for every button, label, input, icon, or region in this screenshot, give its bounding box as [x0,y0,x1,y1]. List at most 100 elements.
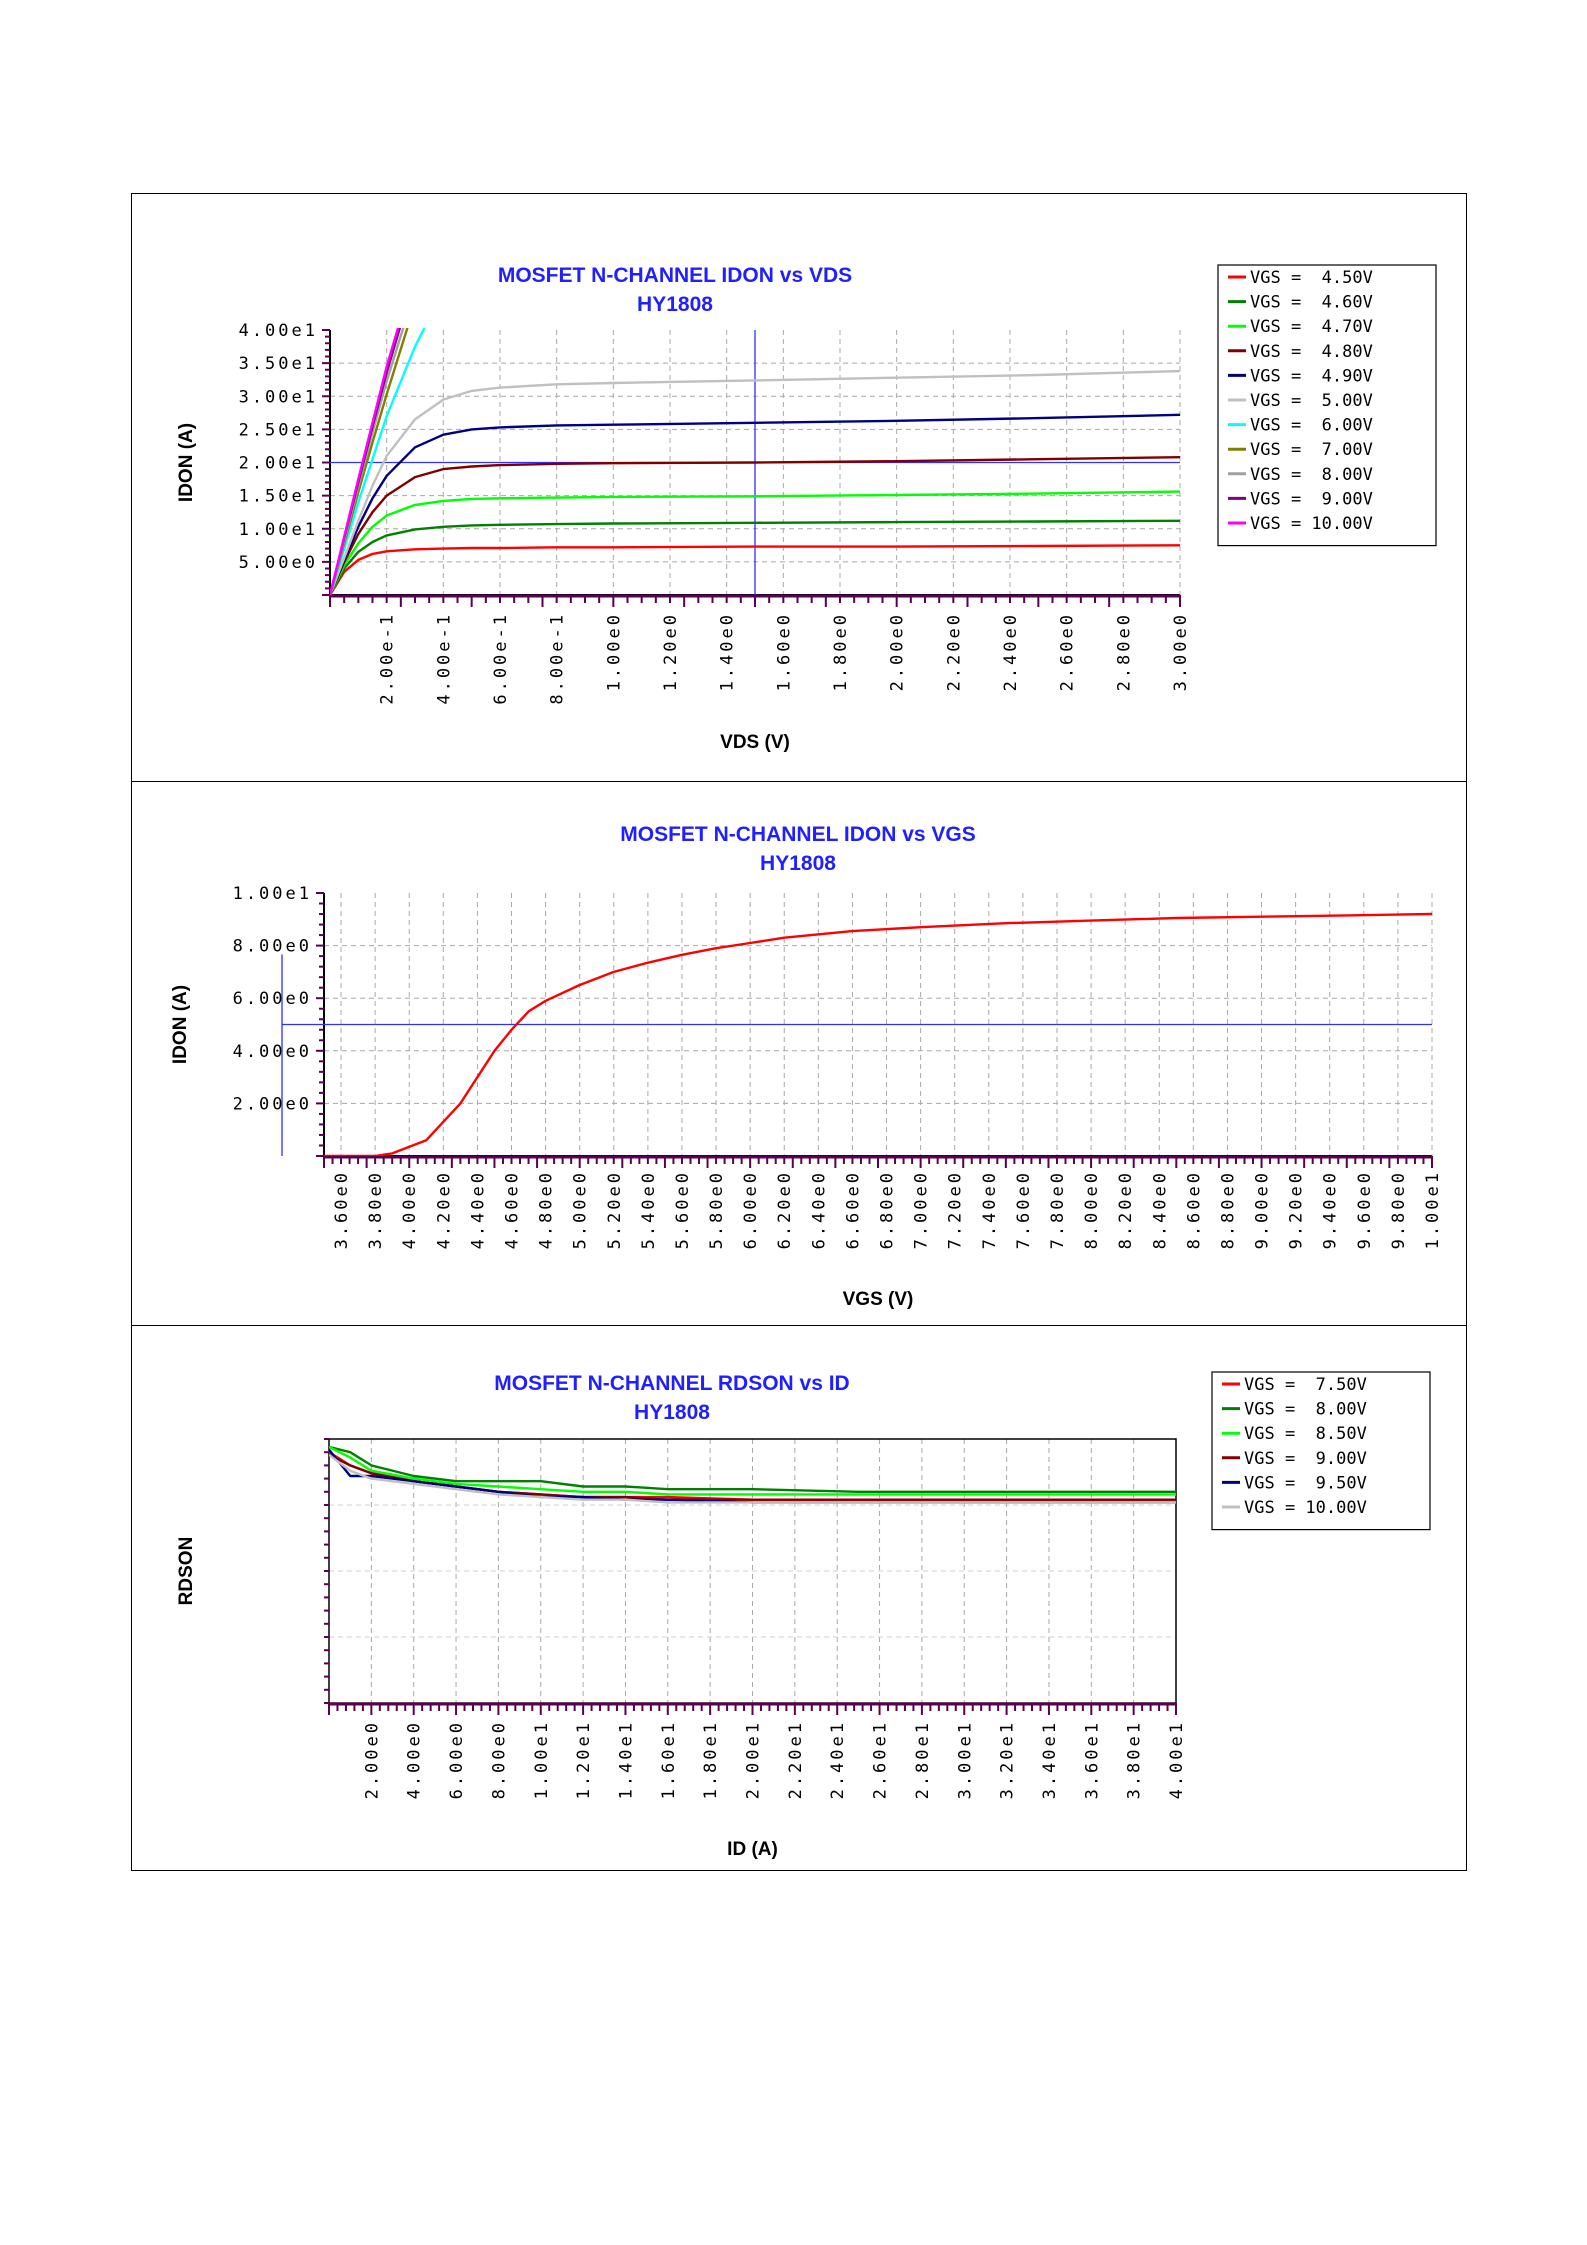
y-tick-label: 4.00e1 [239,321,318,341]
x-tick-label: 2.00e0 [888,612,908,691]
series-group [329,1445,1176,1504]
series-line-0 [330,544,1180,595]
x-tick-label: 1.00e1 [532,1720,552,1799]
x-tick-label: 2.80e0 [1114,612,1134,691]
x-tick-label: 3.60e0 [332,1170,352,1249]
y-axis-label: IDON (A) [176,423,197,502]
x-tick-label: 3.00e1 [955,1720,975,1799]
divider-1 [132,781,1466,782]
x-tick-label: 5.20e0 [605,1170,625,1249]
legend-label: VGS = 9.50V [1244,1473,1367,1493]
x-tick-label: 2.80e1 [913,1720,933,1799]
x-tick-label: 4.00e0 [400,1170,420,1249]
x-tick-label: 3.00e0 [1171,612,1191,691]
series-line-2 [329,1445,1176,1496]
legend-label: VGS = 4.80V [1250,342,1373,362]
series-line-10 [330,328,400,595]
legend-label: VGS = 5.00V [1250,391,1373,411]
x-tick-label: 1.80e0 [831,612,851,691]
x-tick-label: 4.00e1 [1167,1720,1187,1799]
chart-title: MOSFET N-CHANNEL IDON vs VGS [620,823,975,846]
x-tick-label: 4.00e0 [405,1720,425,1799]
x-tick-label: 6.00e0 [741,1170,761,1249]
x-tick-label: 9.80e0 [1389,1170,1409,1249]
x-tick-label: 3.80e1 [1125,1720,1145,1799]
x-tick-label: 8.00e0 [489,1720,509,1799]
x-tick-label: 6.00e-1 [491,612,511,705]
legend-label: VGS = 8.50V [1244,1424,1367,1444]
x-axis-label: ID (A) [727,1839,778,1860]
y-tick-label: 1.00e1 [239,520,318,540]
series-group [330,328,1180,595]
x-tick-label: 7.00e0 [912,1170,932,1249]
x-tick-label: 5.80e0 [707,1170,727,1249]
legend-label: VGS = 4.60V [1250,293,1373,313]
y-tick-label: 1.50e1 [239,487,318,507]
x-tick-label: 8.20e0 [1116,1170,1136,1249]
legend-label: VGS = 4.90V [1250,366,1373,386]
divider-2 [132,1325,1466,1326]
series-group [324,912,1432,1156]
y-tick-label: 3.00e1 [239,387,318,407]
x-tick-label: 1.00e0 [604,612,624,691]
x-tick-label: 6.40e0 [809,1170,829,1249]
chart-title: MOSFET N-CHANNEL RDSON vs ID [494,1372,849,1395]
x-tick-label: 4.00e-1 [434,612,454,705]
x-tick-label: 2.60e0 [1058,612,1078,691]
x-tick-label: 1.80e1 [701,1720,721,1799]
legend-label: VGS = 9.00V [1250,489,1373,509]
x-tick-label: 2.20e1 [786,1720,806,1799]
legend-label: VGS = 8.00V [1244,1400,1367,1420]
y-axis-label: IDON (A) [170,985,191,1064]
x-tick-label: 4.40e0 [468,1170,488,1249]
x-axis-label: VGS (V) [843,1289,914,1310]
x-tick-label: 1.00e1 [1423,1170,1443,1249]
series-line-6 [330,328,426,595]
legend-label: VGS = 4.70V [1250,317,1373,337]
y-tick-label: 2.00e1 [239,454,318,474]
series-line-3 [330,456,1180,595]
legend-label: VGS = 9.00V [1244,1449,1367,1469]
x-tick-label: 2.00e1 [744,1720,764,1799]
x-tick-label: 2.00e0 [362,1720,382,1799]
chart-subtitle: HY1808 [637,293,713,316]
x-tick-label: 2.00e-1 [378,612,398,705]
legend-label: VGS = 7.50V [1244,1375,1367,1395]
series-line-0 [324,912,1432,1156]
x-tick-label: 4.60e0 [503,1170,523,1249]
x-tick-label: 8.60e0 [1184,1170,1204,1249]
y-tick-label: 5.00e0 [239,553,318,573]
x-tick-label: 5.60e0 [673,1170,693,1249]
x-tick-label: 5.40e0 [639,1170,659,1249]
y-tick-label: 6.00e0 [233,989,312,1009]
x-tick-label: 9.60e0 [1355,1170,1375,1249]
chart-subtitle: HY1808 [634,1401,710,1424]
x-tick-label: 6.60e0 [843,1170,863,1249]
x-tick-label: 3.20e1 [998,1720,1018,1799]
x-tick-label: 7.40e0 [980,1170,1000,1249]
x-tick-label: 5.00e0 [571,1170,591,1249]
x-tick-label: 7.20e0 [946,1170,966,1249]
legend-label: VGS = 7.00V [1250,440,1373,460]
x-tick-label: 1.60e1 [659,1720,679,1799]
legend-box [1211,1371,1431,1531]
y-tick-label: 2.00e0 [233,1094,312,1114]
legend-label: VGS = 4.50V [1250,268,1373,288]
x-tick-label: 9.00e0 [1253,1170,1273,1249]
x-tick-label: 9.20e0 [1287,1170,1307,1249]
x-tick-label: 8.40e0 [1150,1170,1170,1249]
x-tick-label: 2.40e0 [1001,612,1021,691]
y-tick-label: 2.50e1 [239,420,318,440]
series-line-2 [330,490,1180,595]
x-tick-label: 6.80e0 [878,1170,898,1249]
x-tick-label: 2.60e1 [871,1720,891,1799]
x-tick-label: 1.40e0 [718,612,738,691]
chart-subtitle: HY1808 [760,852,836,875]
series-line-1 [330,519,1180,595]
x-axis-label: VDS (V) [720,732,790,753]
series-line-5 [329,1453,1176,1504]
x-tick-label: 8.00e0 [1082,1170,1102,1249]
legend-label: VGS = 10.00V [1250,514,1373,534]
x-tick-label: 7.60e0 [1014,1170,1034,1249]
